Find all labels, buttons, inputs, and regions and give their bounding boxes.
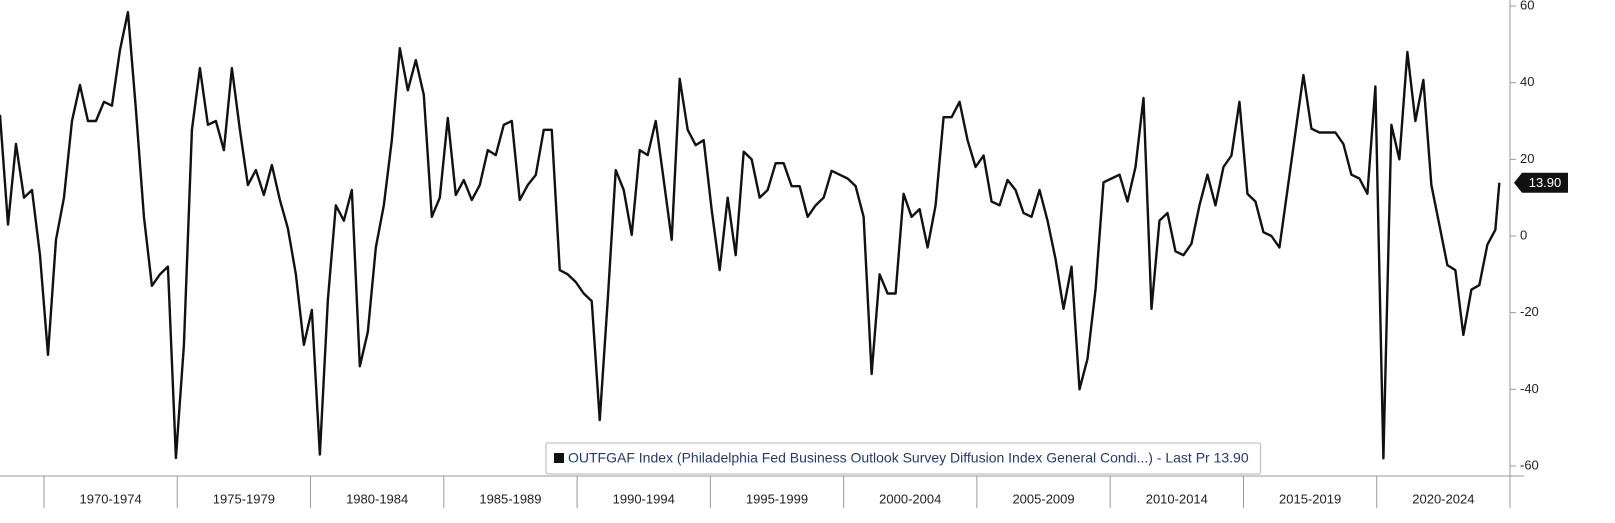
legend-box [545,442,1262,475]
y-tick-label: 40 [1520,74,1534,89]
y-tick-label: 60 [1520,0,1534,12]
last-value-tag: 13.90 [1514,172,1568,193]
x-period-label: 2005-2009 [1012,491,1074,506]
x-period-label: 2010-2014 [1146,491,1208,506]
y-tick-label: 20 [1520,151,1534,166]
x-period-label: 1980-1984 [346,491,408,506]
y-tick-label: 0 [1520,227,1527,242]
x-period-label: 1995-1999 [746,491,808,506]
x-period-label: 2000-2004 [879,491,941,506]
x-period-label: 1990-1994 [613,491,675,506]
y-tick-label: -40 [1520,381,1539,396]
data-line [0,10,1501,460]
legend: OUTFGAF Index (Philadelphia Fed Business… [545,442,1262,475]
x-period-label: 1985-1989 [479,491,541,506]
legend-swatch [554,453,564,463]
last-value-tag-shape [1514,172,1568,193]
x-period-label: 2020-2024 [1412,491,1474,506]
x-period-label: 2015-2019 [1279,491,1341,506]
y-tick-label: -60 [1520,457,1539,472]
x-period-label: 1975-1979 [213,491,275,506]
last-value-label: 13.90 [1529,175,1562,190]
legend-text: OUTFGAF Index (Philadelphia Fed Business… [568,450,1249,466]
x-period-label: 1970-1974 [80,491,142,506]
y-tick-label: -20 [1520,304,1539,319]
